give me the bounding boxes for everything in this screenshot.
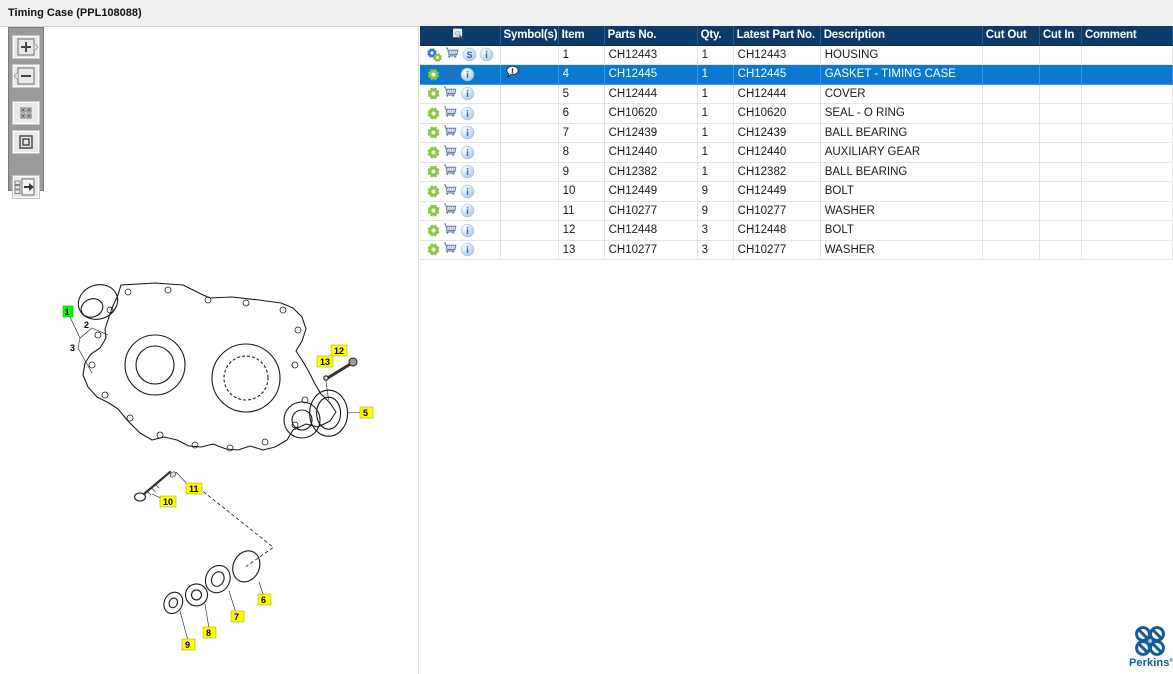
svg-text:8: 8	[206, 628, 211, 638]
svg-text:3: 3	[70, 343, 75, 353]
svg-text:9: 9	[185, 640, 190, 650]
svg-text:1: 1	[65, 307, 70, 317]
svg-text:13: 13	[320, 357, 330, 367]
svg-text:7: 7	[234, 612, 239, 622]
svg-text:12: 12	[334, 346, 344, 356]
svg-text:10: 10	[163, 497, 173, 507]
svg-text:2: 2	[84, 320, 89, 330]
svg-text:6: 6	[261, 595, 266, 605]
svg-text:11: 11	[189, 484, 199, 494]
svg-text:5: 5	[363, 408, 368, 418]
